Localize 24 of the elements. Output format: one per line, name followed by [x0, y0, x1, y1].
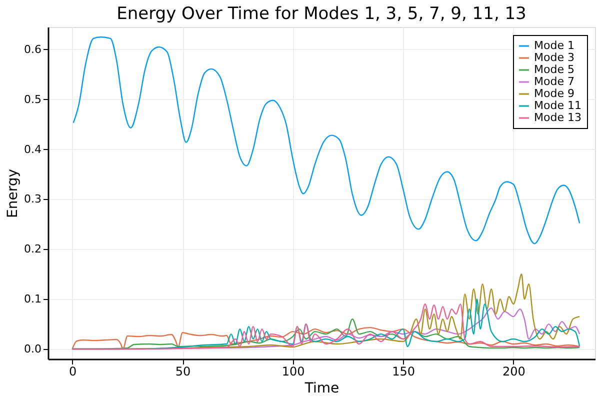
x-axis-title: Time: [304, 380, 340, 396]
line-series: [72, 36, 580, 244]
legend-label: Mode 11: [534, 99, 582, 112]
y-tick-label: 0.3: [24, 192, 42, 206]
x-tick-label: 0: [68, 364, 77, 378]
x-tick-label: 100: [282, 364, 305, 378]
legend-label: Mode 9: [534, 87, 574, 100]
y-axis-title: Energy: [5, 168, 22, 218]
y-tick-label: 0.0: [24, 342, 42, 356]
legend-label: Mode 7: [534, 75, 574, 88]
legend-label: Mode 3: [534, 51, 574, 64]
line-series: [72, 326, 580, 350]
chart-title: Energy Over Time for Modes 1, 3, 5, 7, 9, 11, 13: [116, 4, 526, 24]
legend-label: Mode 13: [534, 111, 582, 124]
y-tick-label: 0.6: [24, 42, 42, 56]
y-tick-label: 0.5: [24, 92, 42, 106]
x-tick-label: 50: [175, 364, 191, 378]
x-tick-label: 200: [502, 364, 526, 378]
y-tick-label: 0.4: [24, 142, 42, 156]
y-tick-label: 0.1: [24, 292, 42, 306]
legend-label: Mode 5: [534, 63, 574, 76]
legend-label: Mode 1: [534, 39, 574, 52]
x-tick-label: 150: [392, 364, 416, 378]
y-tick-label: 0.2: [24, 242, 42, 256]
